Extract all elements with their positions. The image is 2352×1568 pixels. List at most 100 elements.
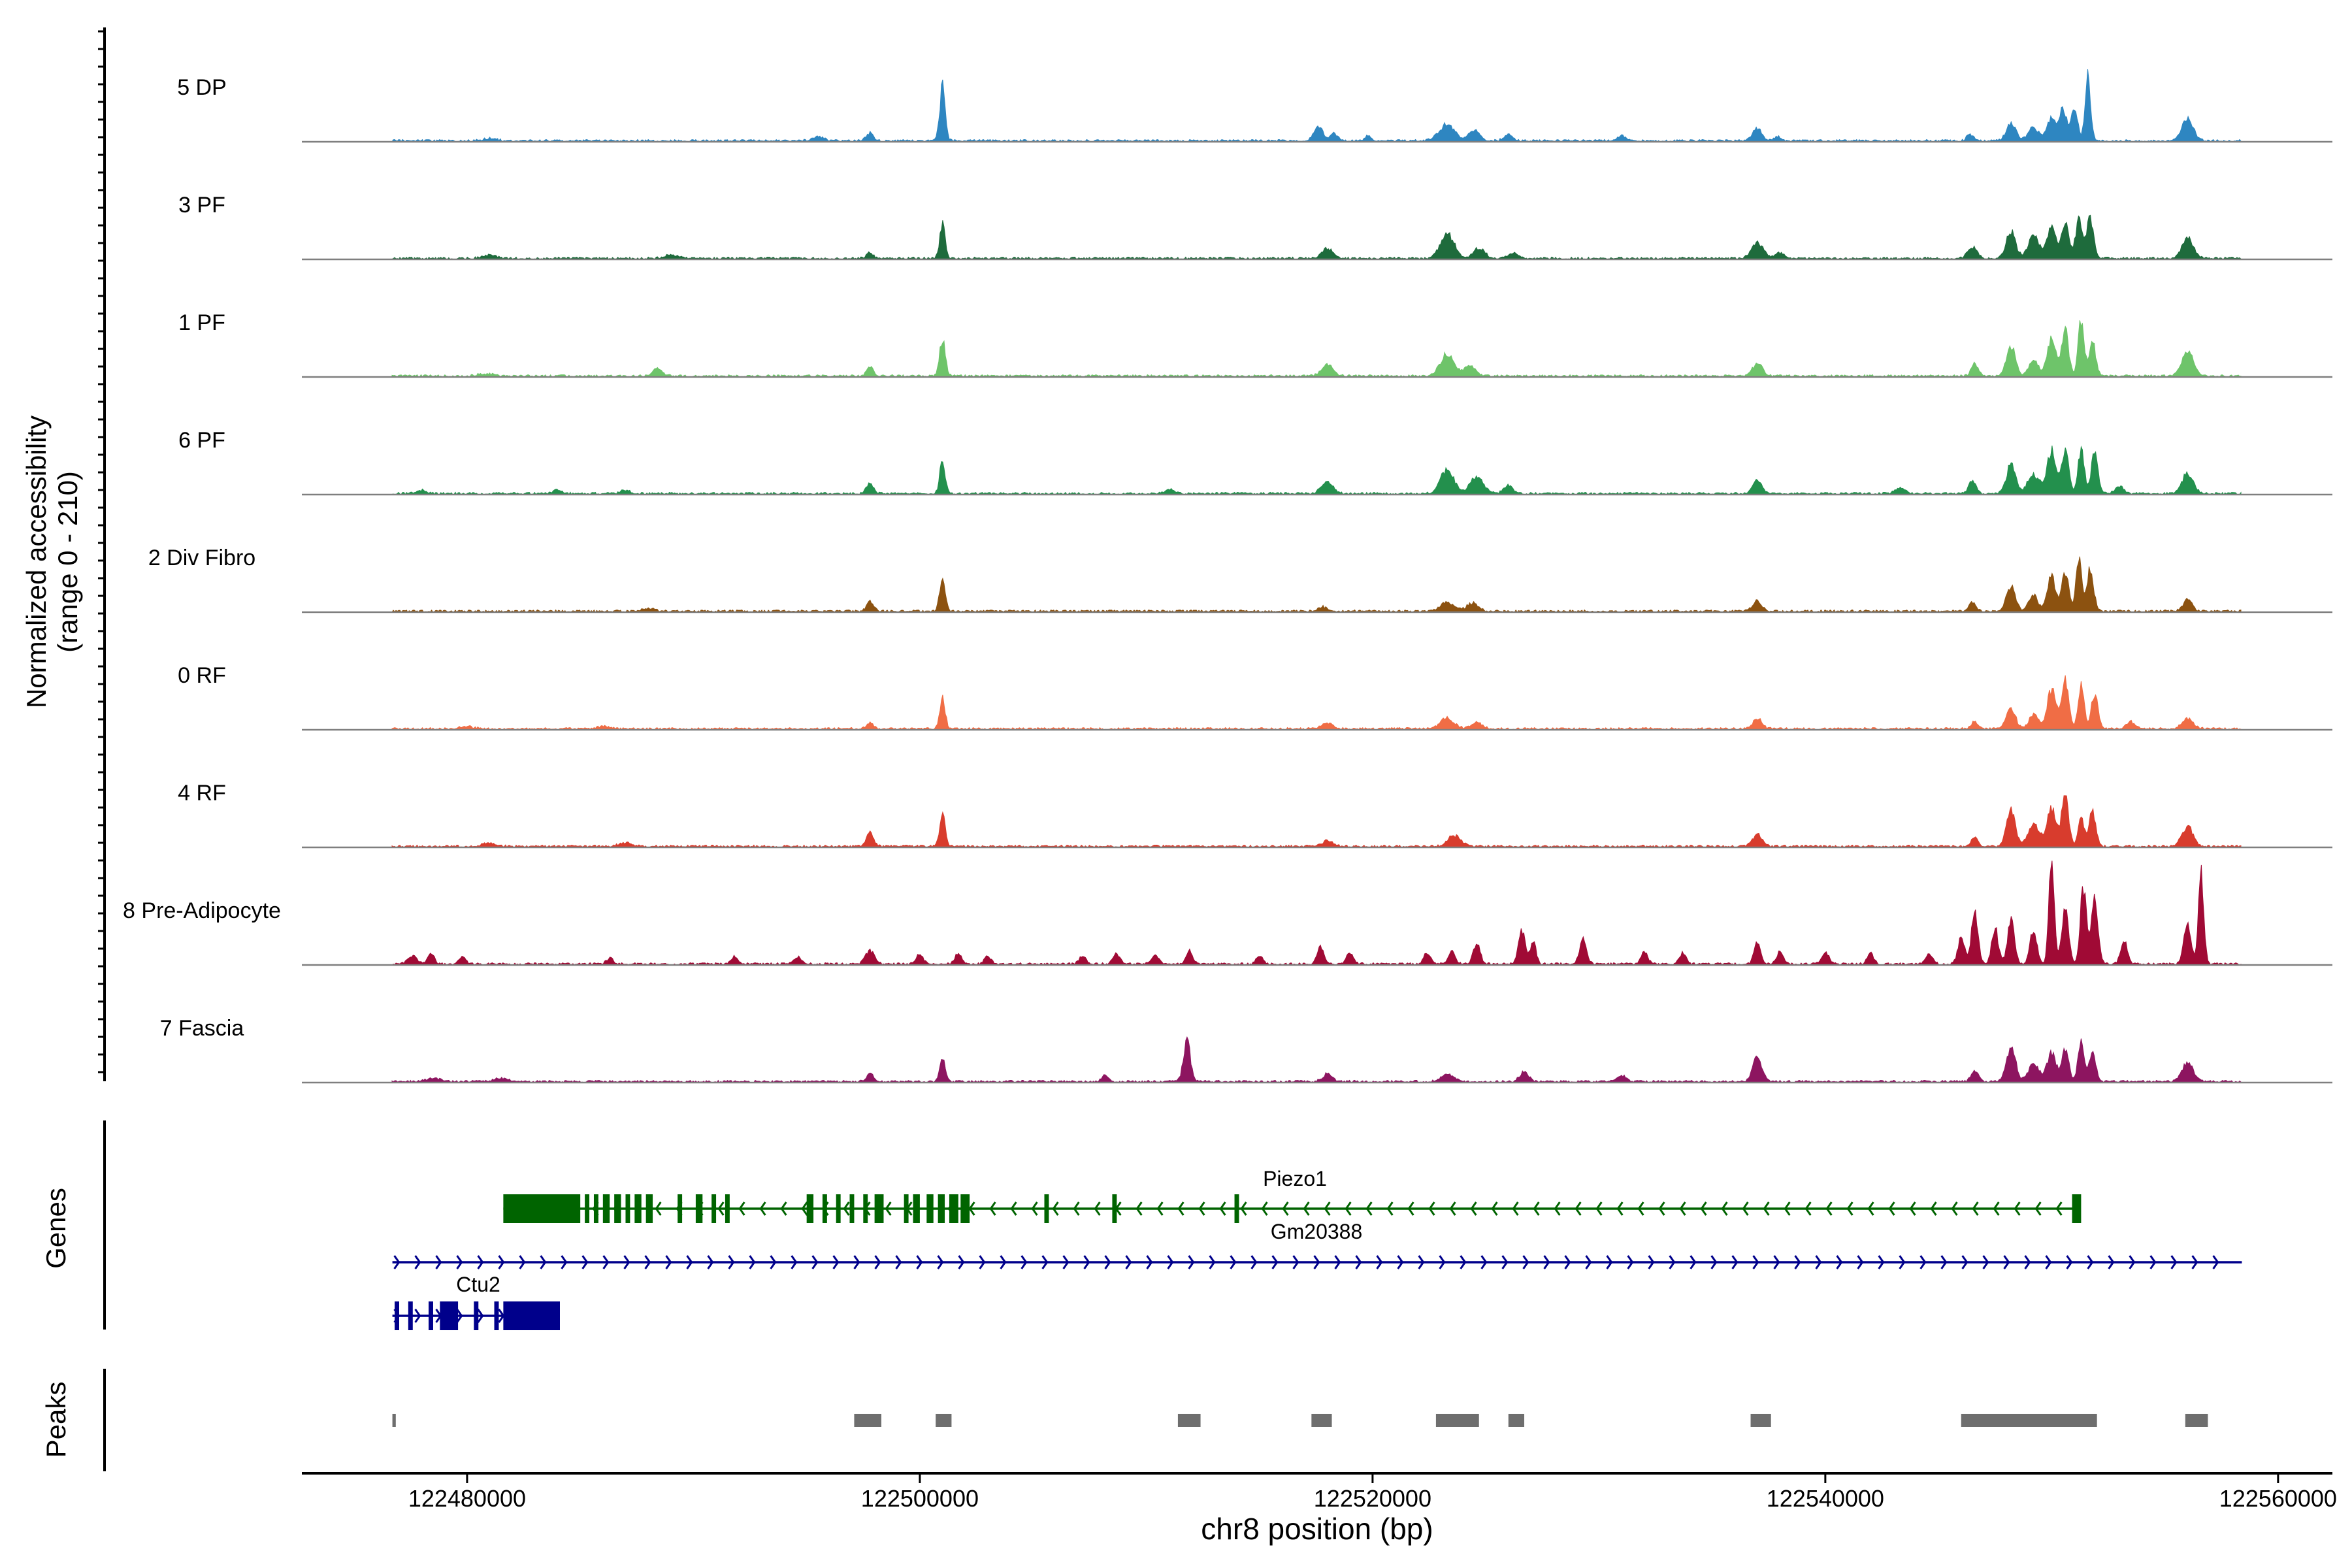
peak-region: [854, 1414, 882, 1427]
gene-label: Piezo1: [1263, 1167, 1327, 1190]
strand-chevron: [770, 1255, 777, 1269]
strand-chevron: [1397, 1255, 1404, 1269]
track-label: 0 RF: [178, 663, 226, 688]
strand-chevron: [2045, 1255, 2052, 1269]
strand-chevron: [581, 1255, 589, 1269]
exon: [874, 1194, 884, 1223]
track-6-pf: 6 PF: [178, 428, 2332, 496]
exon: [395, 1301, 399, 1330]
strand-chevron: [937, 1255, 944, 1269]
peak-region: [1750, 1414, 1771, 1427]
strand-chevron: [1135, 1201, 1143, 1216]
strand-chevron: [1083, 1255, 1090, 1269]
strand-chevron: [885, 1201, 892, 1216]
strand-chevron: [1031, 1201, 1038, 1216]
strand-chevron: [843, 1201, 850, 1216]
strand-chevron: [1554, 1201, 1561, 1216]
strand-chevron: [1961, 1255, 1968, 1269]
strand-chevron: [1815, 1255, 1822, 1269]
strand-chevron: [1021, 1255, 1028, 1269]
strand-chevron: [2055, 1201, 2063, 1216]
exon: [904, 1194, 909, 1223]
exon: [849, 1194, 855, 1223]
strand-chevron: [1784, 1201, 1791, 1216]
strand-chevron: [2087, 1255, 2094, 1269]
strand-chevron: [1794, 1255, 1801, 1269]
strand-chevron: [1773, 1255, 1780, 1269]
exon: [440, 1301, 459, 1330]
track-5-dp: 5 DP: [177, 69, 2332, 143]
coverage-area: [391, 675, 2242, 730]
strand-chevron: [968, 1201, 975, 1216]
strand-chevron: [414, 1309, 421, 1323]
strand-chevron: [1951, 1201, 1958, 1216]
strand-chevron: [1616, 1201, 1624, 1216]
strand-chevron: [1439, 1255, 1446, 1269]
track-0-rf: 0 RF: [178, 663, 2332, 731]
strand-chevron: [456, 1255, 463, 1269]
strand-chevron: [1188, 1255, 1195, 1269]
strand-chevron: [1209, 1255, 1216, 1269]
strand-chevron: [1418, 1255, 1425, 1269]
y-axis-title: Normalized accessibility: [21, 416, 52, 708]
peak-region: [1311, 1414, 1332, 1427]
strand-chevron: [1899, 1255, 1906, 1269]
strand-chevron: [1324, 1201, 1331, 1216]
strand-chevron: [1303, 1201, 1310, 1216]
strand-chevron: [1052, 1201, 1059, 1216]
strand-chevron: [1940, 1255, 1948, 1269]
coverage-area: [391, 214, 2242, 260]
strand-chevron: [853, 1255, 860, 1269]
exon: [503, 1301, 560, 1330]
strand-chevron: [717, 1201, 725, 1216]
strand-chevron: [1219, 1201, 1226, 1216]
strand-chevron: [1073, 1201, 1080, 1216]
y-axis-range-label: (range 0 - 210): [52, 471, 83, 653]
coverage-y-axis: [98, 27, 106, 1081]
strand-chevron: [1763, 1201, 1770, 1216]
exon: [822, 1194, 827, 1223]
strand-chevron: [1627, 1255, 1634, 1269]
strand-chevron: [811, 1255, 819, 1269]
exon: [503, 1194, 581, 1223]
strand-chevron: [1355, 1255, 1362, 1269]
x-tick-label: 122520000: [1314, 1485, 1431, 1512]
strand-chevron: [780, 1201, 787, 1216]
strand-chevron: [1261, 1201, 1268, 1216]
strand-chevron: [2129, 1255, 2136, 1269]
exon: [1112, 1194, 1117, 1223]
strand-chevron: [1637, 1201, 1644, 1216]
strand-chevron: [1648, 1255, 1655, 1269]
strand-chevron: [1575, 1201, 1582, 1216]
strand-chevron: [655, 1201, 662, 1216]
gene-gm20388: Gm20388: [392, 1220, 2242, 1269]
strand-chevron: [519, 1255, 526, 1269]
strand-chevron: [602, 1255, 610, 1269]
strand-chevron: [1470, 1201, 1477, 1216]
exon: [634, 1194, 642, 1223]
strand-chevron: [2003, 1255, 2010, 1269]
strand-chevron: [1846, 1201, 1854, 1216]
track-label: 1 PF: [178, 310, 225, 335]
strand-chevron: [477, 1309, 484, 1323]
x-axis-title: chr8 position (bp): [1201, 1512, 1433, 1546]
coverage-area: [391, 860, 2242, 966]
strand-chevron: [498, 1255, 505, 1269]
strand-chevron: [832, 1255, 840, 1269]
track-4-rf: 4 RF: [178, 781, 2332, 849]
exon: [1044, 1194, 1049, 1223]
strand-chevron: [1428, 1201, 1435, 1216]
track-label: 4 RF: [178, 781, 226, 806]
gene-label: Gm20388: [1271, 1220, 1363, 1243]
strand-chevron: [1825, 1201, 1833, 1216]
strand-chevron: [1710, 1255, 1718, 1269]
strand-chevron: [1972, 1201, 1979, 1216]
track-2-div-fibro: 2 Div Fibro: [148, 546, 2332, 613]
genes-panel: Genes Piezo1 Gm20388 Ctu2: [41, 1120, 2242, 1330]
track-label: 2 Div Fibro: [148, 546, 255, 570]
strand-chevron: [1240, 1201, 1247, 1216]
exon: [695, 1194, 703, 1223]
strand-chevron: [1491, 1201, 1498, 1216]
exon: [645, 1194, 653, 1223]
